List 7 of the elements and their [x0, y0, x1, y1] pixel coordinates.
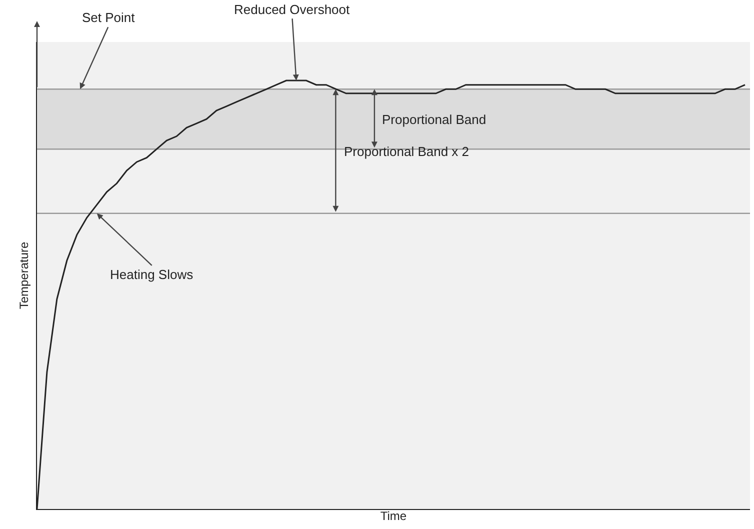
- x-axis-title: Time: [380, 509, 407, 523]
- band-label: Proportional Band: [382, 112, 486, 127]
- annotation: Proportional Band x 2: [344, 144, 470, 159]
- text: Reduced Overshoot: [234, 2, 350, 17]
- ref-line-label: Set Point: [82, 10, 136, 25]
- annotation: Heating Slows: [110, 267, 194, 282]
- y-axis-title: Temperature: [17, 241, 32, 310]
